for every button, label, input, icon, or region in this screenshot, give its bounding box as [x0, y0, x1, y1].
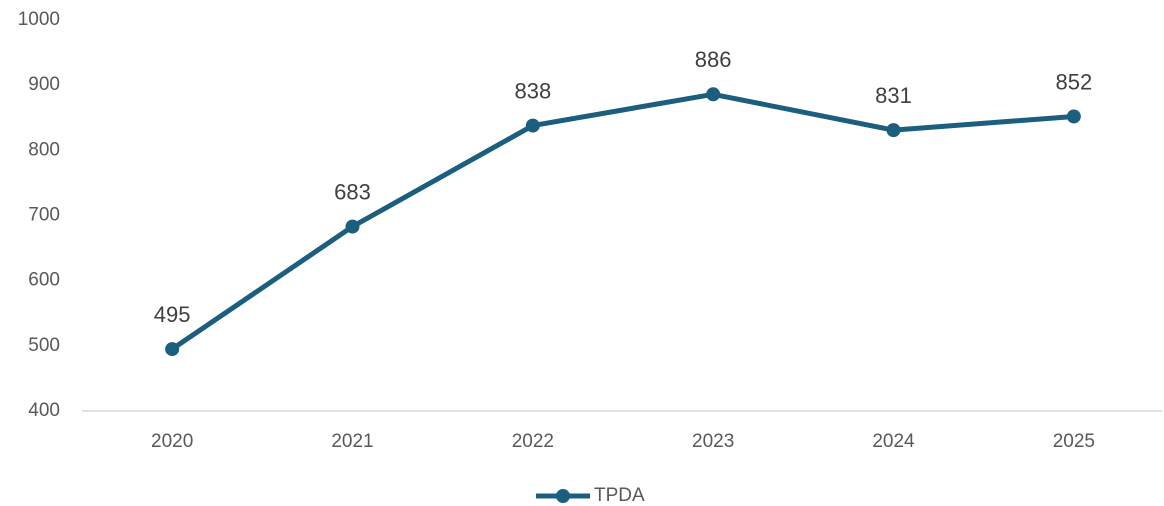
y-tick-label: 800 [28, 139, 60, 160]
x-tick-label: 2025 [1053, 431, 1095, 452]
marker [886, 123, 901, 138]
legend-label: TPDA [594, 485, 645, 506]
y-tick-label: 700 [28, 205, 60, 226]
x-tick-label: 2023 [692, 431, 734, 452]
x-tick-label: 2020 [151, 431, 193, 452]
y-tick-label: 600 [28, 270, 60, 291]
y-tick-label: 900 [28, 74, 60, 95]
data-label: 838 [514, 78, 551, 103]
marker [1066, 109, 1081, 124]
y-tick-label: 500 [28, 335, 60, 356]
legend-marker [556, 489, 570, 503]
y-tick-label: 1000 [18, 9, 60, 30]
marker [345, 219, 360, 234]
y-tick-label: 400 [28, 400, 60, 421]
data-label: 852 [1055, 69, 1092, 94]
marker [706, 87, 721, 102]
marker [525, 118, 540, 133]
data-label: 495 [154, 302, 191, 327]
marker [165, 342, 180, 357]
x-tick-label: 2024 [872, 431, 915, 452]
line [170, 91, 1075, 352]
x-tick-label: 2021 [331, 431, 373, 452]
data-label: 886 [695, 47, 732, 72]
data-label: 683 [334, 179, 371, 204]
data-label: 831 [875, 83, 912, 108]
x-tick-label: 2022 [512, 431, 554, 452]
